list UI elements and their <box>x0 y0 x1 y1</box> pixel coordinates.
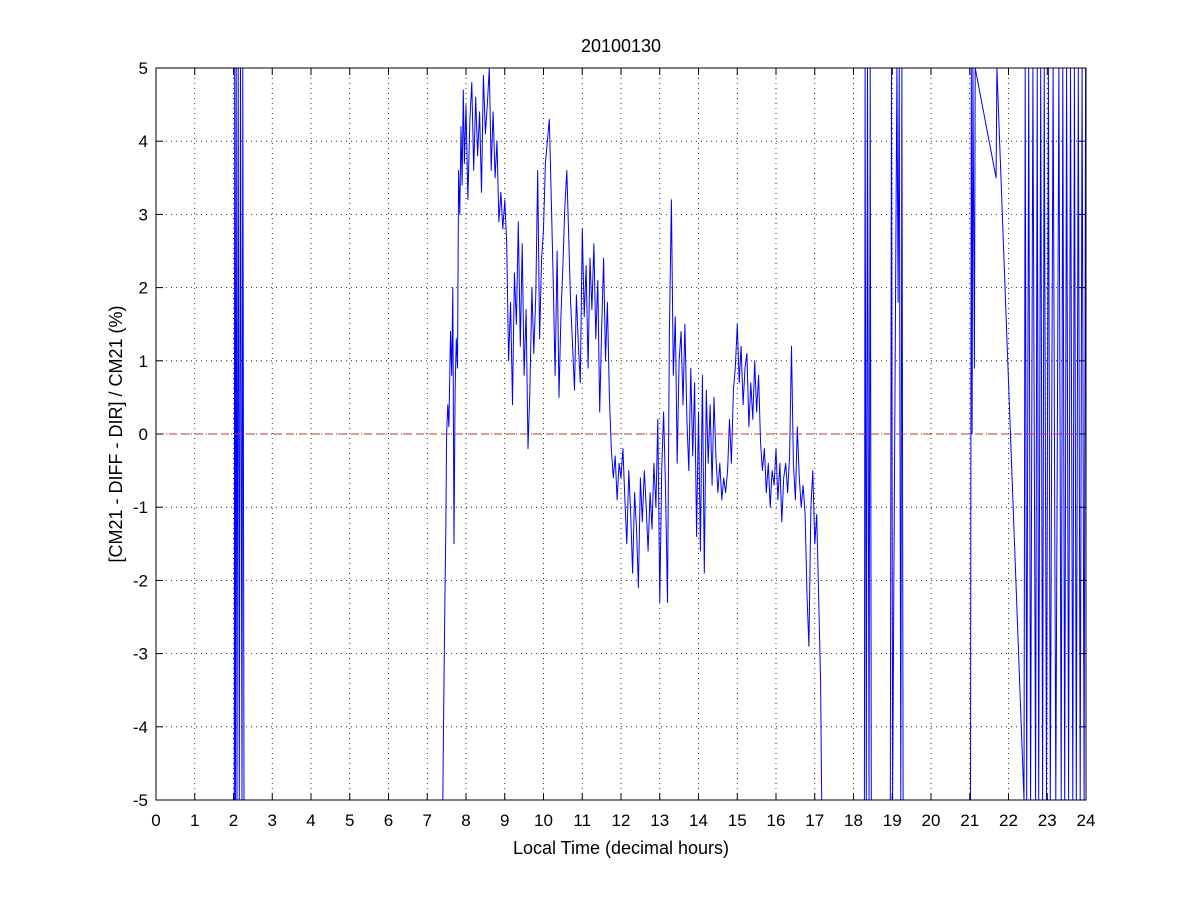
x-tick-label: 12 <box>612 811 631 830</box>
x-tick-label: 6 <box>384 811 393 830</box>
x-tick-label: 15 <box>728 811 747 830</box>
axis-ticks: 0 1 2 3 4 5 6 7 8 9 10 11 12 13 14 15 16 17 18 19 20 21 22 23 24… <box>133 59 1096 830</box>
y-tick-label: 3 <box>139 205 148 224</box>
x-tick-label: 7 <box>423 811 432 830</box>
x-tick-label: 20 <box>922 811 941 830</box>
x-tick-label: 19 <box>883 811 902 830</box>
x-tick-label: 3 <box>268 811 277 830</box>
x-tick-label: 22 <box>999 811 1018 830</box>
x-tick-label: 11 <box>573 811 591 830</box>
y-tick-label: 1 <box>139 352 148 371</box>
x-tick-label: 14 <box>689 811 708 830</box>
x-tick-label: 21 <box>960 811 979 830</box>
y-tick-label: 2 <box>139 279 148 298</box>
x-tick-label: 16 <box>767 811 786 830</box>
x-tick-label: 24 <box>1077 811 1096 830</box>
x-tick-label: 9 <box>500 811 509 830</box>
x-tick-label: 18 <box>844 811 863 830</box>
chart-title: 20100130 <box>581 36 661 56</box>
x-tick-label: 5 <box>345 811 354 830</box>
x-tick-label: 4 <box>306 811 315 830</box>
y-tick-label: -2 <box>133 571 148 590</box>
x-tick-label: 13 <box>650 811 669 830</box>
y-tick-label: 5 <box>139 59 148 78</box>
grid-lines <box>156 68 1086 800</box>
y-tick-label: -1 <box>133 498 148 517</box>
y-tick-label: -5 <box>133 791 148 810</box>
y-tick-label: 0 <box>139 425 148 444</box>
y-tick-label: -4 <box>133 718 148 737</box>
x-axis-label: Local Time (decimal hours) <box>513 838 729 858</box>
x-tick-label: 2 <box>229 811 238 830</box>
x-tick-label: 0 <box>151 811 160 830</box>
x-tick-label: 1 <box>190 811 199 830</box>
x-tick-label: 17 <box>805 811 824 830</box>
series-line <box>233 67 1087 801</box>
x-tick-label: 8 <box>461 811 470 830</box>
series-layer <box>233 67 1087 801</box>
y-tick-label: 4 <box>139 132 148 151</box>
x-tick-label: 23 <box>1038 811 1057 830</box>
x-tick-label: 10 <box>534 811 553 830</box>
y-axis-label: [CM21 - DIFF - DIR] / CM21 (%) <box>106 305 126 562</box>
y-tick-label: -3 <box>133 645 148 664</box>
